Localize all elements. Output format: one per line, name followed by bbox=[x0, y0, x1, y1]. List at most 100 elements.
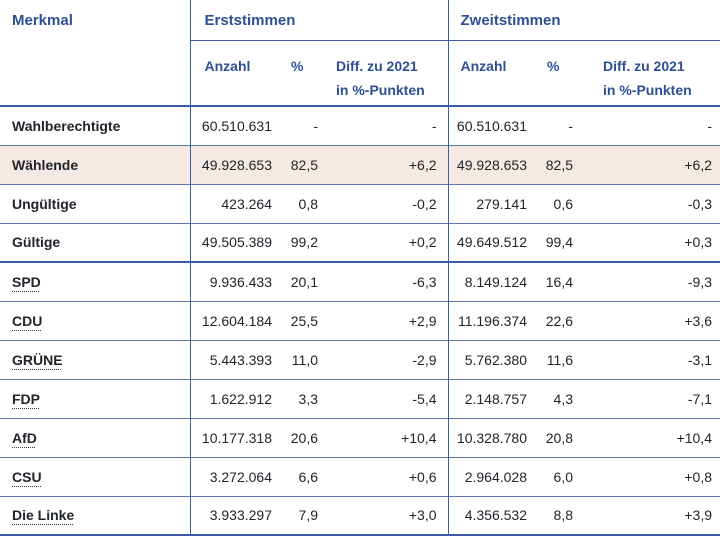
erst-diff-cell: -0,2 bbox=[320, 183, 448, 223]
row-label-cell: CDU bbox=[0, 300, 190, 340]
erst-percent-cell: 7,9 bbox=[280, 495, 320, 536]
zweit-diff-cell: -0,3 bbox=[575, 183, 720, 223]
zweit-percent-cell: 0,6 bbox=[535, 183, 575, 223]
row-label: Wählende bbox=[12, 156, 79, 173]
table-row-gruene: GRÜNE 5.443.393 11,0 -2,9 5.762.380 11,6… bbox=[0, 339, 720, 379]
row-label-cell: Gültige bbox=[0, 222, 190, 263]
zweit-anzahl-cell: 11.196.374 bbox=[447, 300, 535, 340]
erststimmen-group-header: Erststimmen bbox=[189, 0, 448, 41]
party-label-afd[interactable]: AfD bbox=[12, 429, 37, 446]
zweit-percent-cell: 20,8 bbox=[535, 417, 575, 457]
zweit-percent-header: % bbox=[535, 40, 575, 107]
zweit-anzahl-cell: 49.928.653 bbox=[447, 144, 535, 184]
erst-percent-cell: 0,8 bbox=[280, 183, 320, 223]
erst-anzahl-header: Anzahl bbox=[189, 40, 280, 107]
row-label-cell: CSU bbox=[0, 456, 190, 496]
erst-diff-cell: -5,4 bbox=[320, 378, 448, 418]
zweit-anzahl-cell: 2.148.757 bbox=[447, 378, 535, 418]
row-label-cell: SPD bbox=[0, 261, 190, 301]
row-label: Wahlberechtigte bbox=[12, 117, 121, 134]
erst-anzahl-cell: 49.505.389 bbox=[189, 222, 280, 263]
zweit-anzahl-cell: 279.141 bbox=[447, 183, 535, 223]
zweit-diff-cell: +0,3 bbox=[575, 222, 720, 263]
row-label-cell: Wählende bbox=[0, 144, 190, 184]
zweit-diff-cell: +3,9 bbox=[575, 495, 720, 536]
erst-anzahl-cell: 3.272.064 bbox=[189, 456, 280, 496]
row-label-cell: Die Linke bbox=[0, 495, 190, 536]
zweit-anzahl-cell: 49.649.512 bbox=[447, 222, 535, 263]
header-row-subcolumns: Anzahl % Diff. zu 2021 in %-Punkten Anza… bbox=[0, 40, 720, 107]
zweit-percent-cell: 8,8 bbox=[535, 495, 575, 536]
zweit-anzahl-cell: 2.964.028 bbox=[447, 456, 535, 496]
zweit-anzahl-header: Anzahl bbox=[447, 40, 535, 107]
erst-anzahl-cell: 1.622.912 bbox=[189, 378, 280, 418]
erst-anzahl-cell: 423.264 bbox=[189, 183, 280, 223]
zweit-anzahl-cell: 4.356.532 bbox=[447, 495, 535, 536]
erst-diff-cell: +6,2 bbox=[320, 144, 448, 184]
zweit-diff-cell: -7,1 bbox=[575, 378, 720, 418]
erst-percent-cell: 6,6 bbox=[280, 456, 320, 496]
zweit-percent-cell: 99,4 bbox=[535, 222, 575, 263]
erst-diff-cell: -6,3 bbox=[320, 261, 448, 301]
erst-diff-cell: +10,4 bbox=[320, 417, 448, 457]
erst-diff-cell: - bbox=[320, 105, 448, 145]
zweit-diff-cell: -3,1 bbox=[575, 339, 720, 379]
erst-diff-cell: +2,9 bbox=[320, 300, 448, 340]
zweit-diff-header-line2: in %-Punkten bbox=[603, 81, 692, 98]
table-row-csu: CSU 3.272.064 6,6 +0,6 2.964.028 6,0 +0,… bbox=[0, 456, 720, 496]
row-label-cell: AfD bbox=[0, 417, 190, 457]
erst-percent-cell: 82,5 bbox=[280, 144, 320, 184]
erst-anzahl-cell: 3.933.297 bbox=[189, 495, 280, 536]
zweit-percent-cell: 82,5 bbox=[535, 144, 575, 184]
erst-anzahl-cell: 5.443.393 bbox=[189, 339, 280, 379]
erst-percent-cell: - bbox=[280, 105, 320, 145]
party-label-die-linke[interactable]: Die Linke bbox=[12, 507, 75, 524]
zweit-percent-cell: 22,6 bbox=[535, 300, 575, 340]
party-label-fdp[interactable]: FDP bbox=[12, 390, 40, 407]
party-label-cdu[interactable]: CDU bbox=[12, 312, 43, 329]
row-label-cell: Ungültige bbox=[0, 183, 190, 223]
party-label-gruene[interactable]: GRÜNE bbox=[12, 351, 63, 368]
erst-diff-cell: -2,9 bbox=[320, 339, 448, 379]
header-row-groups: Merkmal Erststimmen Zweitstimmen bbox=[0, 0, 720, 107]
erst-anzahl-cell: 49.928.653 bbox=[189, 144, 280, 184]
erst-percent-cell: 20,6 bbox=[280, 417, 320, 457]
zweit-percent-cell: 16,4 bbox=[535, 261, 575, 301]
row-label: Gültige bbox=[12, 234, 61, 251]
row-label-cell: GRÜNE bbox=[0, 339, 190, 379]
zweit-anzahl-cell: 60.510.631 bbox=[447, 105, 535, 145]
erst-percent-cell: 25,5 bbox=[280, 300, 320, 340]
zweit-percent-cell: - bbox=[535, 105, 575, 145]
erst-diff-cell: +3,0 bbox=[320, 495, 448, 536]
zweit-percent-cell: 6,0 bbox=[535, 456, 575, 496]
table-row-spd: SPD 9.936.433 20,1 -6,3 8.149.124 16,4 -… bbox=[0, 261, 720, 301]
erst-diff-cell: +0,2 bbox=[320, 222, 448, 263]
erst-anzahl-cell: 10.177.318 bbox=[189, 417, 280, 457]
party-label-spd[interactable]: SPD bbox=[12, 273, 41, 290]
erst-diff-header-line2: in %-Punkten bbox=[336, 81, 425, 98]
table-row-die-linke: Die Linke 3.933.297 7,9 +3,0 4.356.532 8… bbox=[0, 495, 720, 536]
table-row-cdu: CDU 12.604.184 25,5 +2,9 11.196.374 22,6… bbox=[0, 300, 720, 340]
erst-diff-cell: +0,6 bbox=[320, 456, 448, 496]
erst-percent-header: % bbox=[280, 40, 320, 107]
erst-anzahl-cell: 12.604.184 bbox=[189, 300, 280, 340]
zweit-percent-cell: 4,3 bbox=[535, 378, 575, 418]
zweit-anzahl-cell: 8.149.124 bbox=[447, 261, 535, 301]
zweit-diff-cell: -9,3 bbox=[575, 261, 720, 301]
table-row-wahlberechtigte: Wahlberechtigte 60.510.631 - - 60.510.63… bbox=[0, 105, 720, 145]
row-label-cell: Wahlberechtigte bbox=[0, 105, 190, 145]
zweit-diff-cell: - bbox=[575, 105, 720, 145]
table-row-ungueltige: Ungültige 423.264 0,8 -0,2 279.141 0,6 -… bbox=[0, 183, 720, 223]
zweit-anzahl-cell: 10.328.780 bbox=[447, 417, 535, 457]
erst-percent-cell: 11,0 bbox=[280, 339, 320, 379]
zweit-diff-header: Diff. zu 2021 in %-Punkten bbox=[575, 40, 720, 107]
row-label: Ungültige bbox=[12, 195, 77, 212]
erst-percent-cell: 20,1 bbox=[280, 261, 320, 301]
party-label-csu[interactable]: CSU bbox=[12, 468, 42, 485]
zweit-diff-header-line1: Diff. zu 2021 bbox=[603, 57, 685, 74]
zweit-anzahl-cell: 5.762.380 bbox=[447, 339, 535, 379]
zweitstimmen-group-header: Zweitstimmen bbox=[447, 0, 720, 41]
table-row-gueltige: Gültige 49.505.389 99,2 +0,2 49.649.512 … bbox=[0, 222, 720, 263]
erst-diff-header-line1: Diff. zu 2021 bbox=[336, 57, 418, 74]
